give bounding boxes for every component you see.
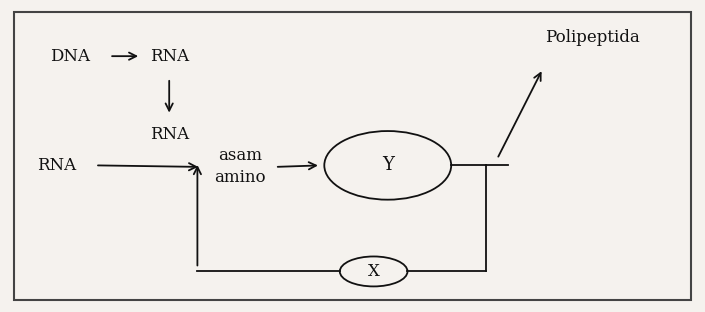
Text: DNA: DNA [51,48,90,65]
Text: amino: amino [214,169,266,186]
Circle shape [340,256,407,286]
Text: RNA: RNA [149,126,189,143]
Text: Polipeptida: Polipeptida [545,29,639,46]
Text: Y: Y [382,156,393,174]
Text: RNA: RNA [37,157,76,174]
FancyBboxPatch shape [14,12,691,300]
Text: asam: asam [218,148,262,164]
Text: X: X [368,263,379,280]
Ellipse shape [324,131,451,200]
Text: RNA: RNA [149,48,189,65]
